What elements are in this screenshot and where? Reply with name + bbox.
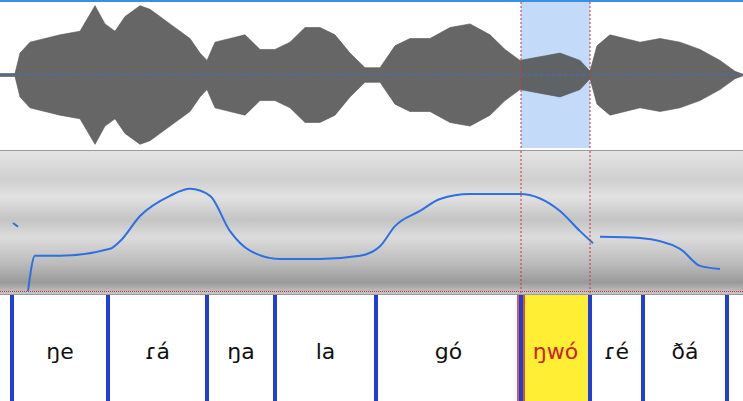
svg-text:ðá: ðá — [672, 339, 699, 364]
svg-text:ŋwó: ŋwó — [533, 339, 578, 364]
svg-text:ŋa: ŋa — [227, 339, 254, 364]
svg-text:ɾé: ɾé — [604, 339, 629, 364]
svg-text:la: la — [316, 339, 336, 364]
svg-text:gó: gó — [435, 339, 462, 364]
svg-text:ɾá: ɾá — [145, 339, 170, 364]
svg-text:ŋe: ŋe — [46, 339, 73, 364]
